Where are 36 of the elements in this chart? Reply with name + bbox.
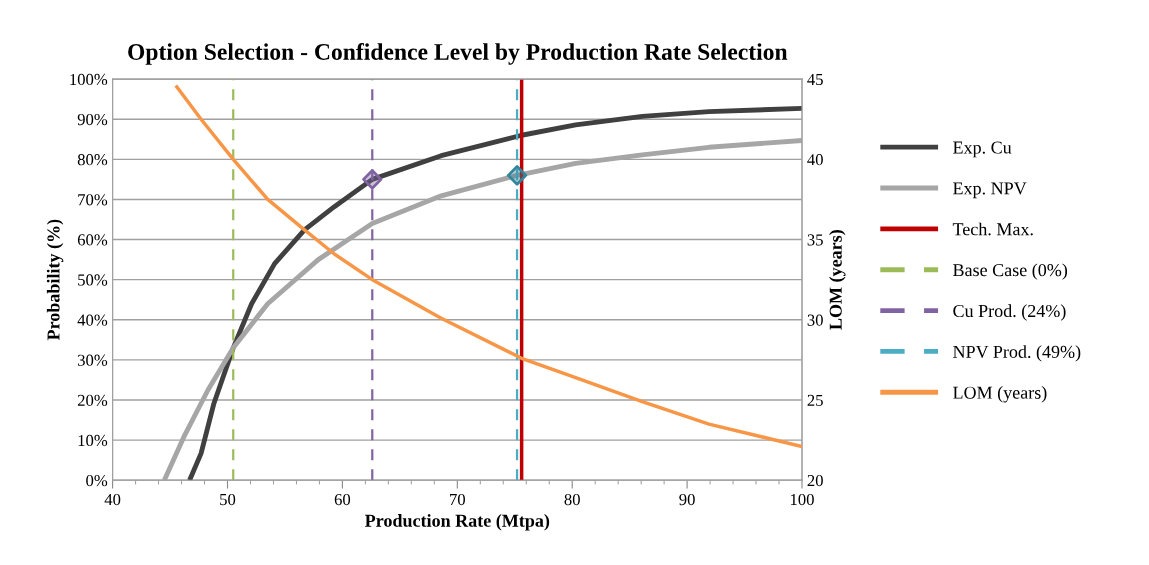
y2-axis-title: LOM (years) — [829, 230, 846, 330]
y-tick-label: 60% — [77, 234, 108, 246]
x-tick-label: 90 — [679, 493, 695, 506]
y2-tick-label: 25 — [807, 394, 823, 406]
legend-label: Cu Prod. (24%) — [953, 304, 1066, 321]
y-tick-label: 70% — [78, 194, 108, 206]
y2-tick-label: 45 — [807, 73, 823, 86]
y2-tick-label: 30 — [807, 314, 823, 326]
x-tick-label: 50 — [220, 493, 236, 506]
y-tick-label: 10% — [78, 434, 108, 447]
y-tick-label: 40% — [77, 314, 108, 326]
y-tick-label: 20% — [77, 394, 108, 407]
x-tick-label: 80 — [564, 493, 580, 506]
line-series — [174, 83, 802, 449]
legend-label: Tech. Max. — [952, 222, 1033, 236]
x-tick-label: 100 — [790, 493, 814, 506]
x-tick-label: 70 — [450, 493, 465, 506]
legend-label: Exp. Cu — [953, 141, 1012, 158]
x-tick-label: 40 — [104, 493, 121, 506]
legend-label: LOM (years) — [953, 386, 1047, 403]
y-tick-label: 90% — [77, 113, 108, 126]
legend-label: NPV Prod. (49%) — [953, 345, 1081, 362]
y-tick-label: 100% — [70, 73, 108, 86]
y-tick-label: 30% — [77, 354, 108, 366]
y-axis-title: Probability (%) — [46, 219, 64, 341]
y2-tick-label: 20 — [807, 474, 823, 487]
chart-title: Option Selection - Confidence Level by Production Rate Selection — [128, 43, 788, 65]
y-tick-label: 50% — [78, 274, 108, 286]
y-tick-label: 0% — [86, 474, 108, 487]
legend-label: Base Case (0%) — [953, 263, 1068, 280]
x-tick-label: 60 — [334, 493, 351, 506]
legend-label: Exp. NPV — [953, 182, 1027, 199]
x-axis-title: Production Rate (Mtpa) — [365, 514, 550, 531]
y2-tick-label: 40 — [807, 154, 823, 166]
y2-tick-label: 35 — [807, 234, 823, 246]
y-tick-label: 80% — [77, 154, 108, 166]
